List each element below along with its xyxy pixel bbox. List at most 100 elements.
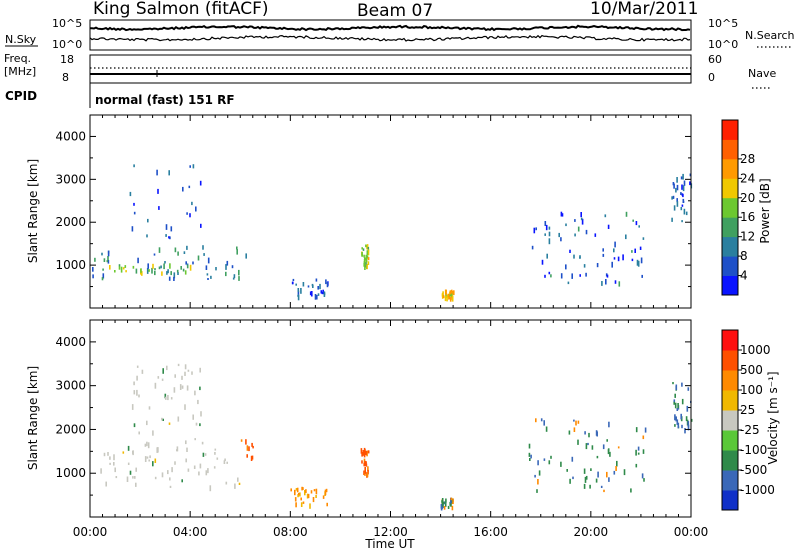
- range-gate-cell: [157, 188, 159, 194]
- range-gate-cell: [137, 257, 139, 264]
- range-gate-cell: [302, 282, 305, 287]
- range-gate-cell: [184, 404, 186, 410]
- range-gate-cell: [135, 268, 138, 274]
- range-gate-cell: [173, 272, 176, 279]
- range-gate-cell: [560, 461, 562, 467]
- velocity-data-layer: [100, 363, 693, 511]
- y-tick-label: 1000: [55, 258, 86, 272]
- range-gate-cell: [174, 374, 176, 378]
- range-gate-cell: [168, 276, 171, 281]
- range-gate-cell: [161, 378, 164, 381]
- range-gate-cell: [173, 276, 175, 281]
- range-gate-cell: [245, 253, 247, 259]
- range-gate-cell: [613, 470, 616, 475]
- range-gate-cell: [450, 497, 453, 501]
- range-gate-cell: [674, 424, 676, 427]
- range-gate-cell: [165, 396, 167, 400]
- range-gate-cell: [635, 449, 637, 456]
- range-gate-cell: [575, 420, 577, 426]
- range-gate-cell: [154, 270, 156, 276]
- range-gate-cell: [568, 430, 571, 435]
- range-gate-cell: [587, 442, 589, 446]
- range-gate-cell: [114, 270, 116, 273]
- range-gate-cell: [671, 217, 673, 222]
- range-gate-cell: [215, 267, 217, 271]
- range-gate-cell: [322, 495, 325, 499]
- range-gate-cell: [690, 418, 693, 422]
- range-gate-cell: [451, 289, 453, 295]
- range-gate-cell: [226, 260, 229, 266]
- range-gate-cell: [596, 263, 599, 268]
- range-gate-cell: [189, 213, 191, 218]
- colorbar-swatch: [722, 275, 738, 296]
- range-gate-cell: [295, 488, 298, 491]
- range-gate-cell: [158, 247, 161, 253]
- range-gate-cell: [364, 460, 366, 466]
- range-gate-cell: [572, 476, 574, 480]
- colorbar-tick-label: 100: [740, 383, 763, 397]
- range-gate-cell: [689, 181, 691, 186]
- range-gate-cell: [603, 489, 605, 493]
- range-gate-cell: [623, 469, 626, 476]
- range-gate-cell: [608, 421, 610, 428]
- range-gate-cell: [207, 257, 210, 264]
- range-gate-cell: [174, 461, 176, 465]
- range-gate-cell: [163, 263, 165, 270]
- range-gate-cell: [127, 445, 130, 451]
- range-gate-cell: [449, 290, 452, 296]
- range-gate-cell: [185, 458, 187, 463]
- range-gate-cell: [181, 385, 184, 389]
- range-gate-cell: [295, 502, 297, 508]
- range-gate-cell: [191, 371, 193, 375]
- range-gate-cell: [558, 232, 560, 238]
- range-gate-cell: [366, 245, 368, 250]
- range-gate-cell: [107, 260, 110, 264]
- range-gate-cell: [200, 411, 202, 417]
- range-gate-cell: [186, 385, 189, 391]
- range-gate-cell: [195, 422, 198, 426]
- range-gate-cell: [602, 444, 605, 450]
- range-gate-cell: [581, 218, 584, 225]
- noise-sky-trace: [90, 24, 691, 32]
- range-gate-cell: [176, 446, 179, 452]
- colorbar-swatch: [722, 120, 738, 140]
- range-gate-cell: [118, 265, 121, 270]
- range-gate-cell: [528, 443, 531, 449]
- range-gate-cell: [181, 375, 183, 380]
- range-gate-cell: [683, 208, 686, 215]
- range-gate-cell: [632, 219, 634, 222]
- range-gate-cell: [364, 449, 366, 452]
- range-gate-cell: [367, 450, 370, 454]
- range-gate-cell: [127, 462, 130, 465]
- range-gate-cell: [177, 363, 180, 367]
- range-gate-cell: [608, 477, 610, 482]
- range-gate-cell: [152, 430, 154, 436]
- range-gate-cell: [636, 259, 639, 266]
- colorbar-swatch: [722, 470, 738, 491]
- range-gate-cell: [169, 236, 171, 240]
- range-gate-cell: [589, 484, 591, 489]
- range-gate-cell: [585, 229, 588, 235]
- range-gate-cell: [637, 452, 640, 455]
- range-gate-cell: [322, 289, 324, 295]
- range-gate-cell: [324, 489, 327, 496]
- range-gate-cell: [102, 268, 104, 271]
- range-gate-cell: [300, 497, 302, 501]
- range-gate-cell: [165, 234, 167, 237]
- range-gate-cell: [179, 384, 182, 390]
- range-gate-cell: [177, 272, 179, 275]
- x-tick-label: 04:00: [173, 525, 208, 539]
- colorbar-swatch: [722, 430, 738, 451]
- range-gate-cell: [687, 387, 690, 391]
- range-gate-cell: [309, 291, 312, 296]
- range-gate-cell: [132, 450, 134, 456]
- range-gate-cell: [642, 237, 645, 240]
- range-gate-cell: [204, 453, 207, 456]
- range-gate-cell: [162, 368, 164, 374]
- range-gate-cell: [681, 204, 684, 207]
- nsearch-label: N.Search: [745, 29, 795, 42]
- range-gate-cell: [197, 399, 199, 405]
- range-gate-cell: [214, 452, 216, 455]
- range-gate-cell: [595, 430, 598, 436]
- range-gate-cell: [641, 473, 644, 479]
